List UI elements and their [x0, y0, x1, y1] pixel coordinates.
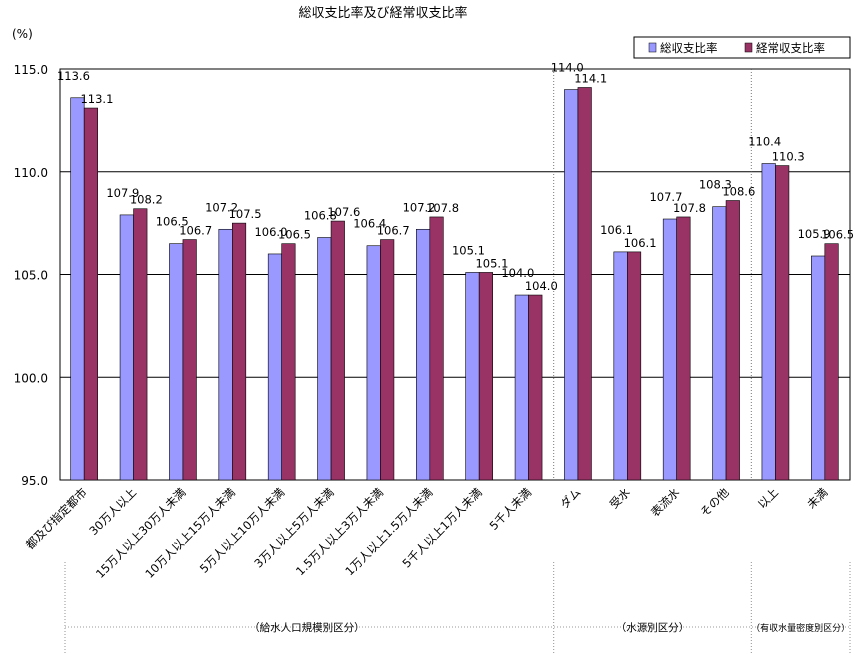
data-label: 107.9 [106, 186, 139, 200]
data-label: 105.1 [452, 243, 485, 257]
bar-ordinary-1 [133, 208, 148, 481]
data-label: 108.2 [130, 193, 163, 207]
y-tick-label: 100.0 [14, 371, 48, 385]
data-label: 106.0 [254, 225, 287, 239]
bar-ordinary-9 [528, 294, 543, 481]
group-label: （給水人口規模別区分） [249, 621, 365, 634]
data-label: 105.9 [798, 227, 831, 241]
data-label: 106.7 [377, 224, 410, 238]
x-tick-label: 5万人以上10万人未満 [197, 485, 287, 575]
bar-total-11 [613, 251, 628, 481]
data-label: 107.8 [426, 201, 459, 215]
y-tick-label: 95.0 [21, 474, 48, 488]
x-tick-label: 15万人以上30万人未満 [93, 485, 189, 581]
bar-ordinary-7 [429, 216, 444, 481]
bar-total-3 [218, 228, 233, 481]
x-tick-label: その他 [697, 485, 732, 520]
y-tick-label: 115.0 [14, 63, 48, 77]
data-label: 107.8 [673, 201, 706, 215]
bar-total-10 [564, 89, 579, 481]
bar-total-14 [761, 163, 776, 481]
data-label: 104.0 [501, 266, 534, 280]
bar-ordinary-4 [281, 243, 296, 481]
legend-label-series-2: 経常収支比率 [756, 41, 825, 55]
x-tick-label: 5千人未満 [487, 485, 535, 533]
data-label: 106.5 [278, 228, 311, 242]
data-label: 113.6 [57, 69, 90, 83]
bar-total-9 [514, 294, 529, 481]
bar-total-15 [811, 255, 826, 481]
group-label: （有収水量密度別区分） [751, 622, 850, 634]
bar-ordinary-5 [330, 220, 345, 481]
data-label: 106.5 [156, 215, 189, 229]
bar-ordinary-13 [725, 200, 740, 481]
bar-total-8 [465, 272, 480, 481]
group-label: （水源別区分） [616, 621, 690, 634]
data-label: 106.1 [600, 223, 633, 237]
data-label: 113.1 [80, 92, 113, 106]
x-tick-label: 以上 [755, 485, 781, 511]
x-tick-label: 1万人以上1.5万人未満 [342, 485, 435, 578]
x-tick-label: 1.5万人以上3万人未満 [293, 485, 386, 578]
bar-total-12 [662, 218, 677, 481]
data-label: 106.7 [179, 224, 212, 238]
data-label: 108.6 [722, 185, 755, 199]
x-tick-label: 10万人以上15万人未満 [142, 485, 238, 581]
bar-total-13 [712, 206, 727, 481]
x-tick-label: ダム [557, 485, 583, 511]
bar-ordinary-15 [824, 243, 839, 481]
bar-total-4 [267, 253, 282, 481]
data-label: 108.3 [699, 178, 732, 192]
bar-total-0 [70, 97, 85, 481]
data-label: 104.0 [525, 279, 558, 293]
data-label: 105.1 [475, 256, 508, 270]
data-label: 106.8 [304, 209, 337, 223]
data-label: 114.1 [574, 71, 607, 85]
data-label: 107.5 [229, 207, 262, 221]
legend-swatch-series-2 [744, 42, 753, 53]
bar-ordinary-10 [577, 87, 592, 481]
x-tick-label: 表流水 [648, 485, 683, 520]
legend-label-series-1: 総収支比率 [660, 41, 718, 55]
data-label: 107.7 [649, 190, 682, 204]
bar-total-2 [169, 243, 184, 481]
chart-title: 総収支比率及び経常収支比率 [298, 5, 467, 21]
bar-ordinary-3 [232, 222, 247, 481]
data-label: 107.2 [403, 200, 436, 214]
data-label: 106.5 [821, 228, 854, 242]
bar-ordinary-14 [775, 165, 790, 481]
bar-ordinary-2 [182, 239, 197, 481]
data-label: 110.4 [748, 135, 781, 149]
y-tick-label: 110.0 [14, 166, 48, 180]
bar-total-6 [366, 245, 381, 481]
bar-total-5 [317, 237, 332, 481]
y-tick-label: 105.0 [14, 269, 48, 283]
x-tick-label: 受水 [607, 485, 634, 512]
x-tick-label: 未満 [804, 485, 830, 511]
bar-ordinary-11 [627, 251, 642, 481]
y-axis-unit: (%) [12, 27, 33, 41]
data-label: 114.0 [551, 61, 584, 75]
bar-ordinary-6 [380, 239, 395, 481]
data-label: 106.1 [624, 236, 657, 250]
legend-swatch-series-1 [648, 42, 657, 53]
data-label: 106.4 [353, 217, 386, 231]
x-tick-label: 都及び指定都市 [23, 485, 90, 552]
plot-frame [59, 68, 851, 481]
bar-ordinary-0 [83, 107, 98, 481]
legend-box [633, 36, 851, 59]
bar-ordinary-12 [676, 216, 691, 481]
bar-total-7 [416, 228, 431, 481]
bar-total-1 [119, 214, 134, 481]
x-tick-label: 30万人以上 [86, 485, 139, 538]
data-label: 107.2 [205, 200, 238, 214]
legend: 総収支比率 経常収支比率 [633, 36, 851, 59]
data-label: 107.6 [327, 205, 360, 219]
bar-ordinary-8 [478, 272, 493, 481]
data-label: 110.3 [772, 150, 805, 164]
